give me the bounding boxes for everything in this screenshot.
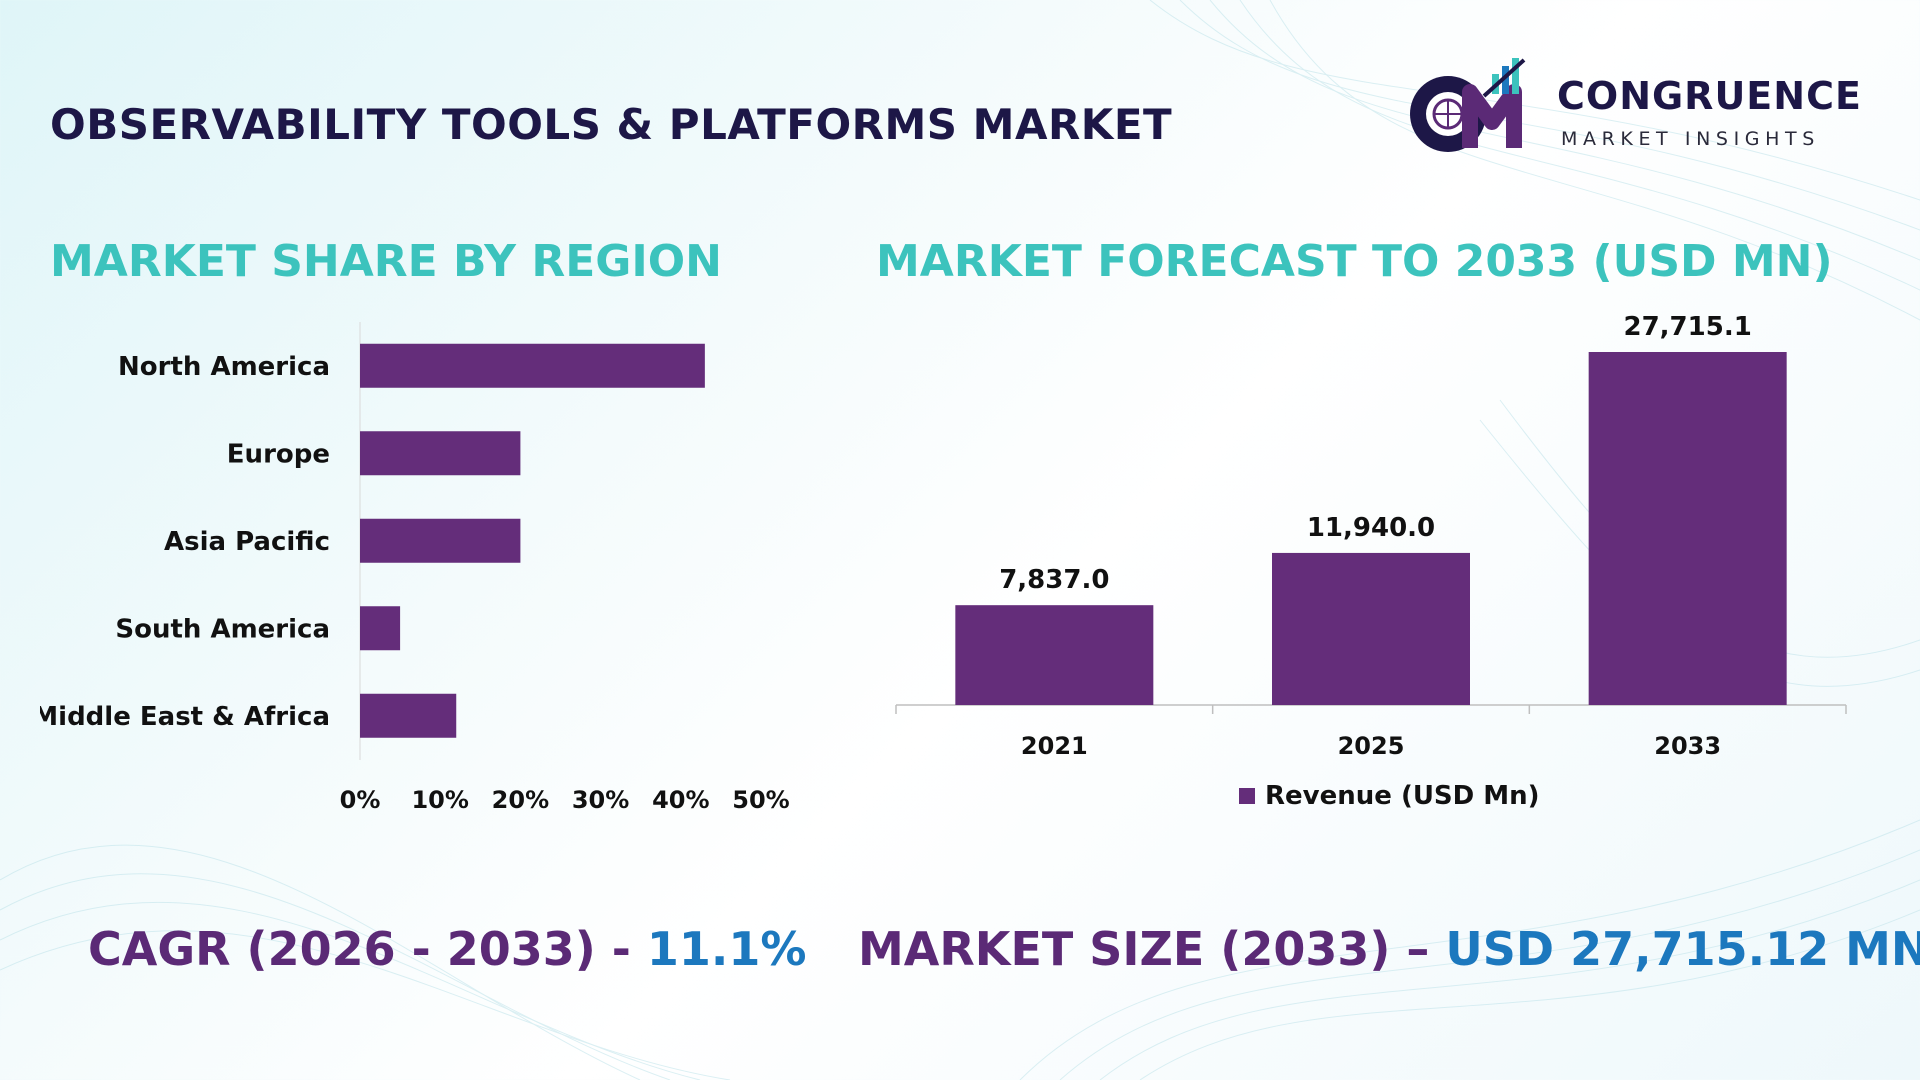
logo-mark-icon	[1410, 58, 1526, 152]
forecast-chart-title: MARKET FORECAST TO 2033 (USD MN)	[876, 236, 1833, 287]
market-size-label: MARKET SIZE (2033) –	[858, 922, 1446, 976]
forecast-chart: 7,837.0 2021 11,940.0 2025 27,715.1 2033 Reven…	[895, 312, 1847, 811]
region-tick-label: 10%	[411, 786, 468, 814]
cagr-text: CAGR (2026 - 2033) - 11.1%	[88, 922, 807, 976]
forecast-bar	[1272, 552, 1470, 705]
region-label: Asia Pacific	[164, 527, 330, 557]
forecast-category-label: 2025	[1338, 732, 1405, 760]
market-size-value: USD 27,715.12 MN	[1445, 922, 1920, 976]
legend-label: Revenue (USD Mn)	[1265, 781, 1540, 811]
region-tick-label: 30%	[572, 786, 629, 814]
page-title: OBSERVABILITY TOOLS & PLATFORMS MARKET	[50, 100, 1173, 149]
forecast-bar	[1588, 352, 1787, 705]
region-bar	[360, 431, 521, 476]
logo-tagline: MARKET INSIGHTS	[1561, 128, 1820, 150]
region-tick-label: 50%	[732, 786, 789, 814]
cagr-value: 11.1%	[646, 922, 807, 976]
logo: CONGRUENCE MARKET INSIGHTS	[1400, 52, 1870, 162]
region-tick-label: 40%	[652, 786, 709, 814]
region-bar	[360, 693, 457, 738]
region-chart-title: MARKET SHARE BY REGION	[50, 236, 722, 287]
region-bar	[360, 343, 705, 388]
region-label: North America	[118, 352, 330, 382]
region-bar	[360, 518, 521, 563]
forecast-category-label: 2021	[1021, 732, 1088, 760]
forecast-data-label: 11,940.0	[1307, 513, 1435, 543]
region-share-chart: North America Europe Asia Pacific South Ame…	[40, 322, 790, 814]
market-size-text: MARKET SIZE (2033) – USD 27,715.12 MN	[858, 922, 1920, 976]
forecast-category-label: 2033	[1654, 732, 1721, 760]
legend-swatch	[1239, 788, 1255, 804]
region-bar	[360, 606, 401, 651]
logo-name: CONGRUENCE	[1557, 74, 1862, 118]
region-tick-label: 20%	[492, 786, 549, 814]
forecast-data-label: 27,715.1	[1624, 312, 1752, 342]
cagr-label: CAGR (2026 - 2033) -	[88, 922, 647, 976]
region-label: Middle East & Africa	[40, 702, 330, 732]
region-label: South America	[115, 614, 330, 644]
forecast-bar	[955, 605, 1154, 705]
forecast-data-label: 7,837.0	[999, 565, 1109, 595]
region-tick-label: 0%	[340, 786, 381, 814]
region-label: Europe	[227, 439, 330, 469]
